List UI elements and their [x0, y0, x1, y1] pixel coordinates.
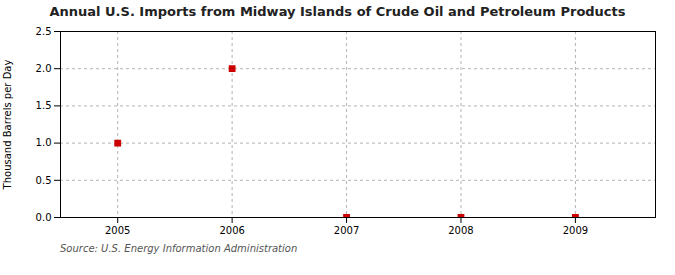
html-text:Annual U.S. Imports from Midwa: Annual U.S. Imports from Midway Islands … [49, 4, 626, 19]
svg-text:Thousand Barrels per Day: Thousand Barrels per Day [2, 60, 13, 191]
html-text:Source: U.S. Energy Informatio: Source: U.S. Energy Information Administ… [60, 243, 298, 254]
svg-text:0.5: 0.5 [36, 175, 52, 186]
svg-text:2008: 2008 [448, 225, 473, 236]
svg-text:2005: 2005 [105, 225, 130, 236]
svg-text:1.5: 1.5 [36, 100, 52, 111]
svg-text:2.5: 2.5 [36, 26, 52, 37]
svg-text:2.0: 2.0 [36, 63, 52, 74]
svg-text:2009: 2009 [563, 225, 588, 236]
svg-text:1.0: 1.0 [36, 137, 52, 148]
svg-text:0.0: 0.0 [36, 212, 52, 223]
svg-text:2007: 2007 [334, 225, 359, 236]
svg-text:2006: 2006 [219, 225, 244, 236]
